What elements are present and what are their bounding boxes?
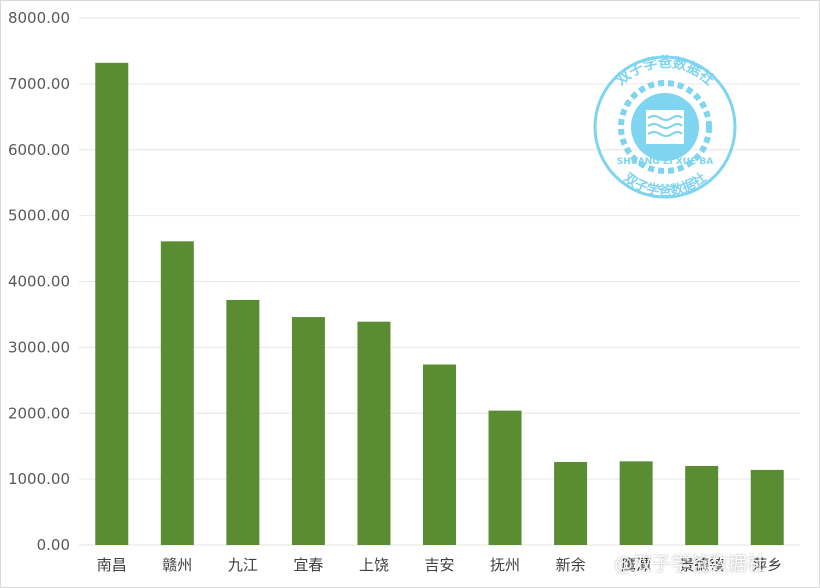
bar [226, 299, 260, 545]
x-tick-label: 鹰潭 [621, 556, 651, 574]
x-tick-label: 景德镇 [679, 556, 724, 574]
bar [291, 317, 325, 545]
x-tick-label: 九江 [228, 556, 258, 574]
y-tick-label: 4000.00 [8, 273, 70, 291]
bar [750, 469, 784, 545]
bar [554, 461, 588, 545]
y-tick-label: 6000.00 [8, 141, 70, 159]
y-tick-label: 7000.00 [8, 75, 70, 93]
bar [685, 465, 719, 545]
x-tick-label: 上饶 [359, 556, 389, 574]
watermark-stamp: 双子学爸数据社 双子学爸数据社 SHUANG ZI XUE BA [593, 54, 737, 199]
bar [423, 364, 456, 545]
y-tick-label: 1000.00 [8, 470, 70, 488]
stamp-text-top: 双子学爸数据社 [613, 54, 717, 89]
bar [160, 241, 194, 545]
x-tick-label: 萍乡 [752, 556, 782, 574]
stamp-text-bottom: 双子学爸数据社 [621, 170, 710, 199]
y-tick-label: 3000.00 [8, 338, 70, 356]
bar [357, 321, 391, 545]
bar [619, 461, 653, 545]
stamp-text-latin: SHUANG ZI XUE BA [617, 157, 713, 167]
y-tick-label: 2000.00 [8, 404, 70, 422]
x-tick-label: 吉安 [424, 556, 454, 574]
x-tick-label: 抚州 [490, 556, 520, 574]
y-tick-label: 5000.00 [8, 207, 70, 225]
x-tick-label: 新余 [556, 556, 586, 574]
y-tick-label: 0.00 [37, 536, 70, 554]
x-tick-label: 赣州 [162, 556, 192, 574]
y-tick-label: 8000.00 [8, 9, 70, 27]
bar [488, 410, 522, 545]
x-tick-label: 南昌 [97, 556, 127, 574]
x-tick-label: 宜春 [293, 556, 323, 574]
footer-watermark: @双子学爸数据社 [614, 553, 767, 575]
bar [95, 62, 129, 546]
